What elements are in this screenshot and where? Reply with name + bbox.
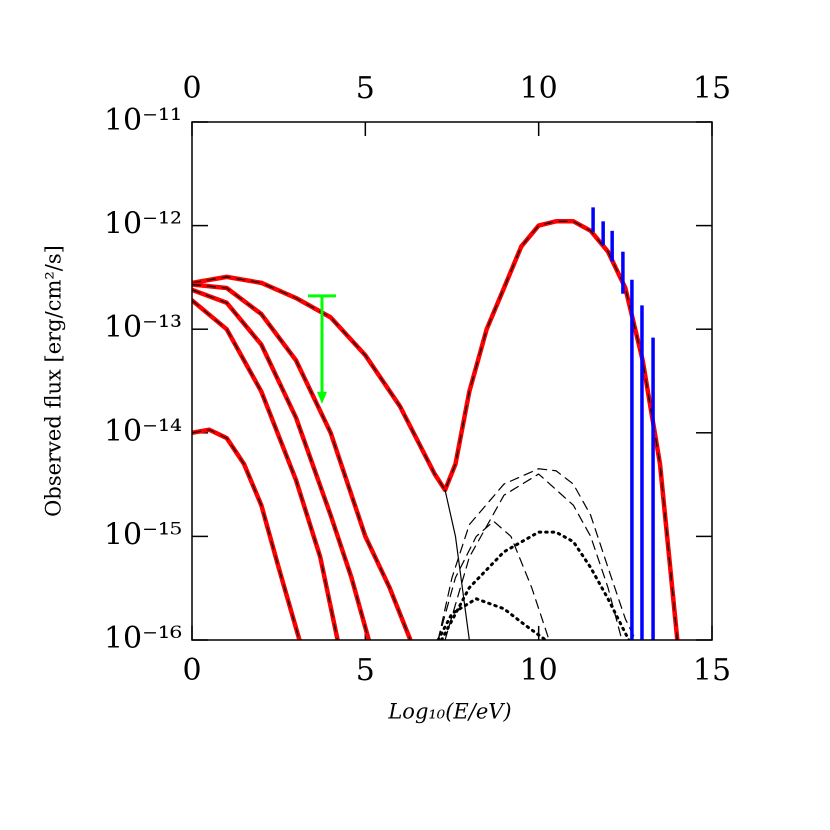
x-tick-label-top: 5 (356, 71, 375, 106)
series-line-overlay (192, 283, 411, 640)
x-tick-label-top: 0 (182, 71, 201, 106)
y-tick-label: 10⁻¹¹ (104, 103, 182, 138)
series-line (192, 427, 302, 640)
x-tick-label-top: 15 (693, 71, 731, 106)
x-axis-title: Log₁₀(E/eV) (387, 700, 511, 724)
series-line (437, 468, 637, 640)
y-tick-label: 10⁻¹³ (104, 310, 182, 345)
x-tick-label: 0 (182, 653, 201, 688)
series-line-overlay (192, 289, 370, 640)
series-line (440, 530, 631, 640)
series-line (437, 520, 550, 640)
x-tick-label: 5 (356, 653, 375, 688)
x-tick-label-top: 10 (520, 71, 558, 106)
plot-frame (191, 121, 713, 641)
x-tick-label: 15 (693, 653, 731, 688)
series-line (444, 489, 470, 640)
series-line (436, 597, 548, 640)
y-axis-title: Observed flux [erg/cm²/s] (42, 245, 66, 517)
series-line-overlay (192, 299, 339, 640)
y-tick-label: 10⁻¹² (104, 207, 182, 242)
series-line-overlay (192, 220, 678, 640)
series-line (192, 282, 413, 640)
y-tick-label: 10⁻¹⁶ (104, 621, 182, 656)
plot-area (192, 207, 680, 640)
x-tick-label: 10 (520, 653, 558, 688)
y-tick-label: 10⁻¹⁴ (104, 414, 182, 449)
upper-limit-arrowhead (317, 391, 327, 404)
y-tick-label: 10⁻¹⁵ (104, 517, 182, 552)
series-line-overlay (192, 429, 301, 640)
series-line (444, 473, 623, 640)
